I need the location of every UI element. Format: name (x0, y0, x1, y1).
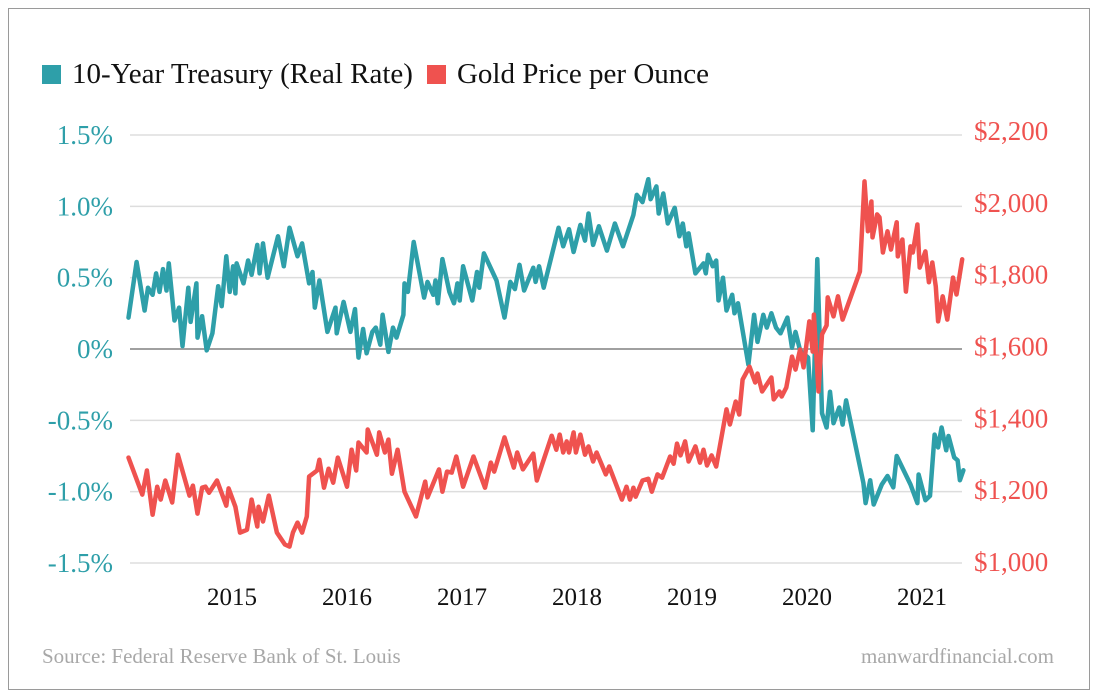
source-note: Source: Federal Reserve Bank of St. Loui… (42, 644, 401, 668)
site-credit: manwardfinancial.com (861, 644, 1054, 668)
y-right-tick-label: $1,800 (974, 260, 1048, 290)
legend-swatch-treasury (42, 65, 61, 84)
legend-item-gold: Gold Price per Ounce (426, 58, 710, 91)
y-right-tick-label: $2,000 (974, 188, 1048, 218)
y-right-tick-label: $1,600 (974, 332, 1048, 362)
legend-label-gold: Gold Price per Ounce (456, 58, 710, 90)
legend-item-treasury: 10-Year Treasury (Real Rate) (42, 58, 413, 91)
x-tick-label: 2018 (552, 584, 602, 611)
y-right-tick-label: $2,200 (974, 116, 1048, 146)
gold-series-line (126, 179, 965, 549)
x-tick-label: 2020 (782, 584, 832, 611)
y-right-tick-label: $1,400 (974, 403, 1048, 433)
y-right-tick-label: $1,000 (974, 547, 1048, 577)
y-left-tick-label: -1.5% (48, 548, 113, 578)
x-tick-label: 2015 (207, 584, 257, 611)
y-left-tick-label: -0.5% (48, 405, 113, 435)
x-tick-label: 2021 (897, 584, 947, 611)
x-tick-label: 2017 (437, 584, 487, 611)
x-tick-label: 2016 (322, 584, 372, 611)
y-left-tick-label: 0% (77, 334, 113, 364)
treasury-series-line (126, 176, 966, 507)
y-left-tick-label: 1.0% (57, 191, 113, 221)
y-right-tick-label: $1,200 (974, 475, 1048, 505)
y-left-tick-label: 1.5% (57, 120, 113, 150)
legend-label-treasury: 10-Year Treasury (Real Rate) (72, 58, 413, 90)
legend-swatch-gold (426, 65, 446, 84)
chart-frame (8, 8, 1090, 690)
x-tick-label: 2019 (667, 584, 717, 611)
legend: 10-Year Treasury (Real Rate) Gold Price … (42, 58, 723, 91)
y-left-tick-label: 0.5% (57, 263, 113, 293)
y-left-tick-label: -1.0% (48, 477, 113, 507)
